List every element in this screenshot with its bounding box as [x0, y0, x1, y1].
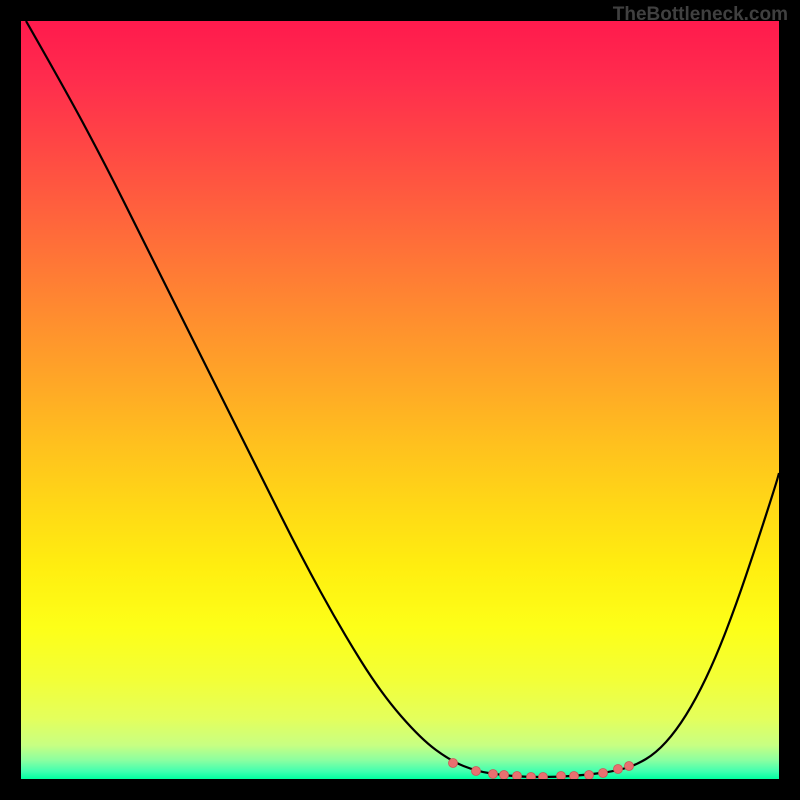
gradient-background	[21, 21, 779, 779]
gradient-rect	[21, 21, 779, 779]
watermark-text: TheBottleneck.com	[613, 4, 788, 26]
